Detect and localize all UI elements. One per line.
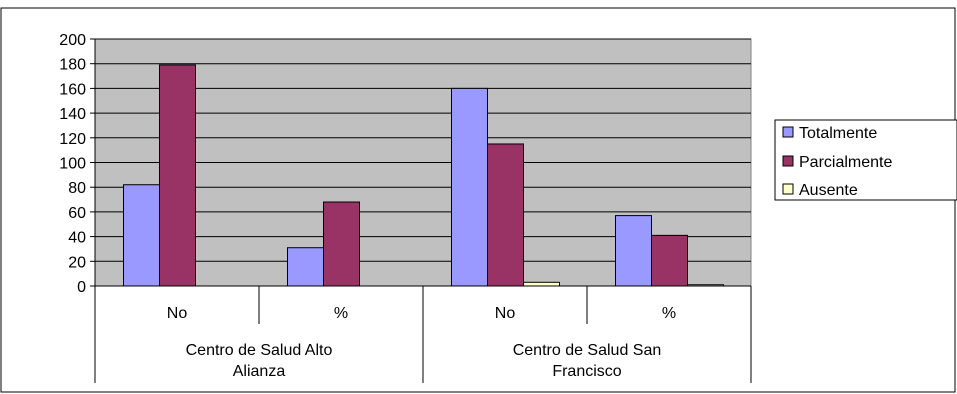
legend-label-totalmente: Totalmente: [799, 125, 877, 142]
bar: [123, 184, 160, 287]
y-tick-label: 200: [59, 32, 86, 49]
group-label: Francisco: [552, 363, 621, 380]
y-tick-label: 0: [77, 279, 86, 296]
y-tick-label: 80: [68, 180, 86, 197]
bar: [451, 87, 488, 287]
legend-label-parcialmente: Parcialmente: [799, 154, 892, 171]
group-label: Alianza: [233, 363, 286, 380]
y-tick-label: 140: [59, 106, 86, 123]
y-tick-label: 20: [68, 254, 86, 271]
legend-box: [774, 119, 957, 201]
group-label: Centro de Salud Alto: [186, 342, 333, 359]
x-tick-label: No: [167, 305, 188, 322]
y-tick-label: 100: [59, 156, 86, 173]
y-tick-label: 160: [59, 81, 86, 98]
x-tick-label: No: [495, 305, 516, 322]
bar: [323, 201, 360, 287]
group-label: Centro de Salud San: [513, 342, 662, 359]
y-axis: 0 20 40 60 80 100 120 140 160 180 200: [59, 32, 96, 296]
bar: [487, 143, 524, 287]
y-tick-label: 180: [59, 57, 86, 74]
x-tick-label: %: [662, 305, 676, 322]
bar: [651, 234, 688, 287]
legend-swatch-ausente: [782, 183, 794, 195]
bar: [615, 215, 652, 287]
bar: [287, 247, 324, 287]
bar: [523, 281, 560, 287]
bar: [159, 64, 196, 287]
x-axis: No% No % Centro de Salud Alto Alianza Centro …: [94, 285, 752, 383]
y-tick-label: 120: [59, 131, 86, 148]
y-tick-label: 40: [68, 230, 86, 247]
legend-label-ausente: Ausente: [799, 182, 858, 199]
y-tick-label: 60: [68, 205, 86, 222]
legend: Totalmente Parcialmente Ausente: [774, 119, 957, 201]
gridlines: [95, 38, 751, 287]
x-tick-label: %: [334, 305, 348, 322]
legend-swatch-totalmente: [782, 126, 794, 138]
legend-swatch-parcialmente: [782, 155, 794, 167]
